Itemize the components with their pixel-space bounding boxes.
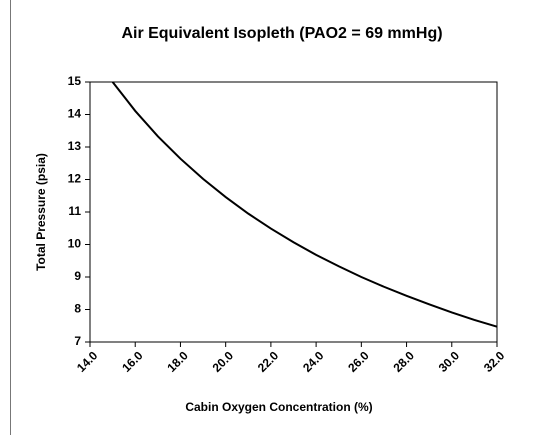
y-axis-label: Total Pressure (psia) bbox=[34, 153, 48, 271]
x-tick-label: 18.0 bbox=[164, 348, 191, 375]
y-tick-label: 13 bbox=[68, 139, 82, 153]
y-tick-label: 15 bbox=[68, 74, 82, 88]
chart-title: Air Equivalent Isopleth (PAO2 = 69 mmHg) bbox=[121, 25, 442, 42]
x-axis-label: Cabin Oxygen Concentration (%) bbox=[185, 400, 372, 414]
x-tick-label: 28.0 bbox=[391, 348, 418, 375]
y-tick-label: 9 bbox=[74, 269, 81, 283]
x-tick-label: 32.0 bbox=[481, 348, 508, 375]
y-tick-label: 11 bbox=[68, 204, 81, 218]
x-tick-label: 22.0 bbox=[255, 348, 282, 375]
x-tick-label: 26.0 bbox=[345, 348, 372, 375]
x-tick-label: 20.0 bbox=[210, 348, 237, 375]
x-tick-label: 24.0 bbox=[300, 348, 327, 375]
y-tick-label: 10 bbox=[68, 237, 82, 251]
x-tick-label: 16.0 bbox=[119, 348, 146, 375]
y-tick-label: 8 bbox=[74, 302, 81, 316]
y-tick-label: 12 bbox=[68, 172, 82, 186]
data-line bbox=[111, 81, 498, 328]
x-tick-label: 30.0 bbox=[436, 348, 463, 375]
x-tick-label: 14.0 bbox=[74, 348, 101, 375]
y-tick-label: 14 bbox=[68, 107, 82, 121]
y-tick-label: 7 bbox=[74, 334, 81, 348]
plot-area bbox=[89, 81, 498, 343]
